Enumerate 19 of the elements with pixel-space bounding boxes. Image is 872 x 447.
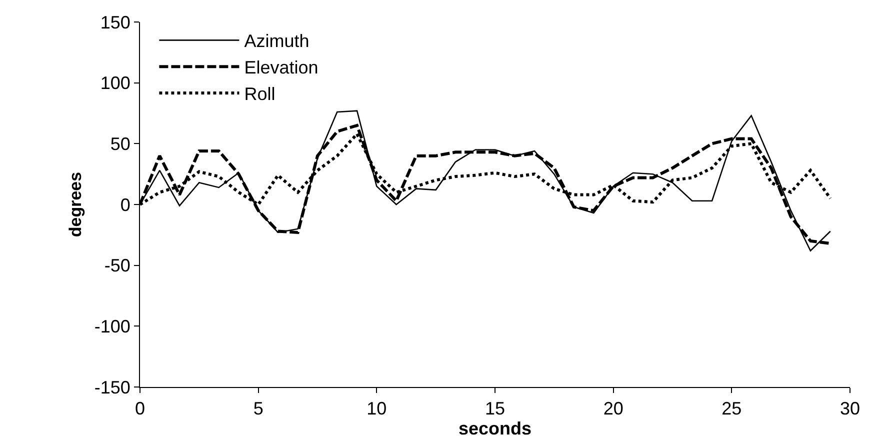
y-tick-label: 150 bbox=[100, 12, 130, 32]
x-tick-label: 15 bbox=[484, 398, 506, 419]
x-tick-label: 25 bbox=[722, 398, 742, 419]
y-tick-label: 0 bbox=[120, 194, 130, 215]
x-axis-title: seconds bbox=[458, 418, 532, 439]
y-tick-label: 50 bbox=[110, 134, 130, 154]
y-axis-title: degrees bbox=[66, 172, 85, 238]
legend-label: Azimuth bbox=[244, 31, 310, 52]
x-tick-label: 20 bbox=[603, 398, 624, 419]
legend-label: Elevation bbox=[244, 58, 318, 78]
x-tick-label: 30 bbox=[840, 398, 860, 419]
y-tick-label: 100 bbox=[100, 73, 130, 94]
x-tick-label: 10 bbox=[366, 398, 387, 419]
y-tick-label: -150 bbox=[94, 377, 130, 398]
legend-label: Roll bbox=[244, 84, 276, 104]
y-tick-label: -50 bbox=[104, 256, 130, 276]
x-tick-label: 5 bbox=[253, 398, 264, 419]
y-tick-label: -100 bbox=[94, 316, 130, 336]
x-tick-label: 0 bbox=[134, 398, 146, 419]
